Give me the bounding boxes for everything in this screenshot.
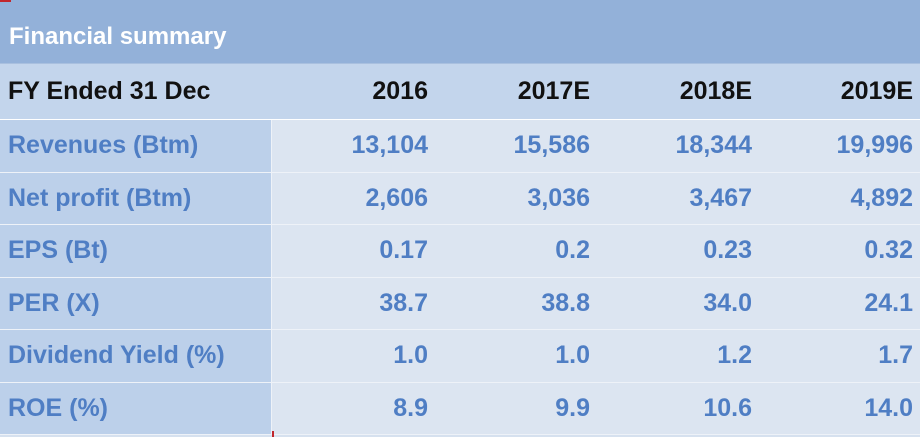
row-label: EPS (Bt) bbox=[0, 225, 272, 277]
row-value: 10.6 bbox=[596, 382, 758, 434]
row-value: 0.32 bbox=[758, 225, 920, 277]
row-value: 34.0 bbox=[596, 277, 758, 329]
row-value: 13,104 bbox=[272, 120, 434, 172]
row-value: 4,892 bbox=[758, 172, 920, 224]
row-value: 3,467 bbox=[596, 172, 758, 224]
row-value: 15,586 bbox=[434, 120, 596, 172]
row-value: 0.2 bbox=[434, 225, 596, 277]
row-label: PER (X) bbox=[0, 277, 272, 329]
table-row-per: PER (X) 38.7 38.8 34.0 24.1 bbox=[0, 277, 920, 330]
table-row-dividend-yield: Dividend Yield (%) 1.0 1.0 1.2 1.7 bbox=[0, 330, 920, 383]
row-value: 8.9 bbox=[272, 382, 434, 434]
row-value: 38.8 bbox=[434, 277, 596, 329]
header-year-2019e: 2019E bbox=[840, 77, 913, 105]
header-year-2016: 2016 bbox=[372, 77, 428, 105]
header-year-2017e: 2017E bbox=[517, 77, 590, 105]
table-row-eps: EPS (Bt) 0.17 0.2 0.23 0.32 bbox=[0, 225, 920, 278]
row-value: 0.17 bbox=[272, 225, 434, 277]
row-value: 19,996 bbox=[758, 120, 920, 172]
row-value: 0.23 bbox=[596, 225, 758, 277]
header-year-2018e: 2018E bbox=[679, 77, 752, 105]
table-row-roe: ROE (%) 8.9 9.9 10.6 14.0 bbox=[0, 382, 920, 435]
row-label: Net profit (Btm) bbox=[0, 172, 272, 224]
row-value: 2,606 bbox=[272, 172, 434, 224]
row-label: ROE (%) bbox=[0, 382, 272, 434]
row-value: 24.1 bbox=[758, 277, 920, 329]
table-title: Financial summary bbox=[0, 0, 920, 64]
row-value: 38.7 bbox=[272, 277, 434, 329]
row-value: 3,036 bbox=[434, 172, 596, 224]
row-label: Dividend Yield (%) bbox=[0, 330, 272, 382]
header-label: FY Ended 31 Dec bbox=[8, 77, 211, 105]
row-value: 1.0 bbox=[434, 330, 596, 382]
row-value: 1.7 bbox=[758, 330, 920, 382]
table-row-revenues: Revenues (Btm) 13,104 15,586 18,344 19,9… bbox=[0, 120, 920, 173]
row-value: 1.2 bbox=[596, 330, 758, 382]
table-header-row: FY Ended 31 Dec 2016 2017E 2018E 2019E bbox=[0, 64, 920, 120]
row-value: 14.0 bbox=[758, 382, 920, 434]
row-label: Revenues (Btm) bbox=[0, 120, 272, 172]
row-value: 9.9 bbox=[434, 382, 596, 434]
row-value: 1.0 bbox=[272, 330, 434, 382]
table-row-net-profit: Net profit (Btm) 2,606 3,036 3,467 4,892 bbox=[0, 172, 920, 225]
row-value: 18,344 bbox=[596, 120, 758, 172]
